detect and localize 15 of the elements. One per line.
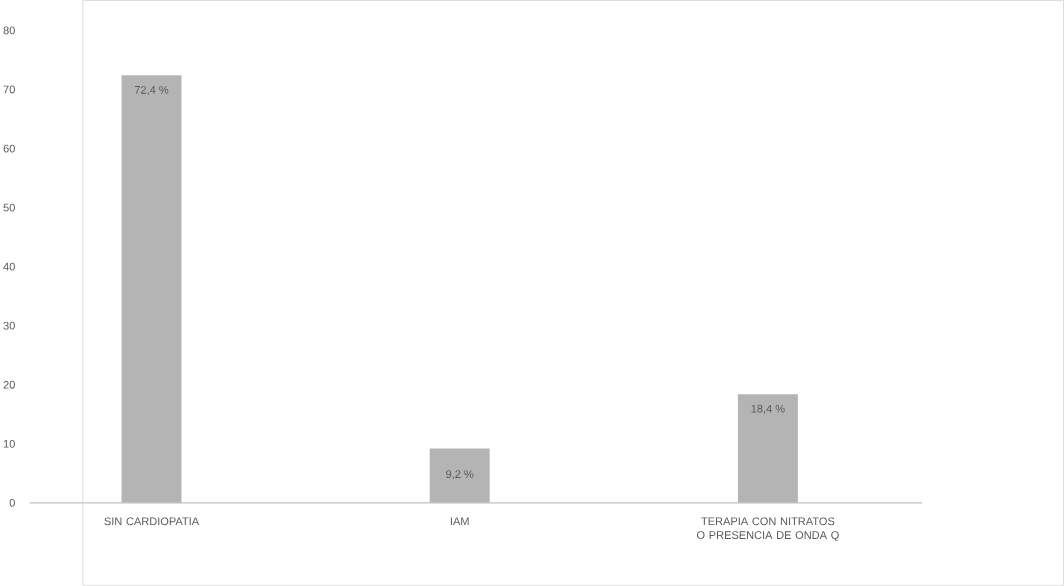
y-tick-label: 0	[9, 499, 15, 507]
x-tick-label: TERAPIA CON NITRATOS O PRESENCIA DE ONDA Q	[697, 517, 839, 542]
y-tick-label: 60	[3, 144, 15, 153]
y-tick-label: 30	[3, 321, 15, 330]
y-tick-label: 40	[3, 262, 15, 271]
x-tick-label: IAM	[450, 517, 469, 526]
y-tick-label: 50	[3, 203, 15, 212]
data-label: 18,4 %	[751, 404, 785, 414]
data-label: 72,4 %	[134, 86, 169, 96]
y-tick-label: 10	[3, 439, 15, 448]
data-label: 9,2 %	[446, 470, 474, 480]
y-tick-label: 20	[3, 380, 15, 389]
y-tick-label: 70	[3, 85, 15, 94]
x-tick-label: SIN CARDIOPATIA	[104, 517, 200, 526]
y-tick-label: 80	[3, 26, 15, 35]
